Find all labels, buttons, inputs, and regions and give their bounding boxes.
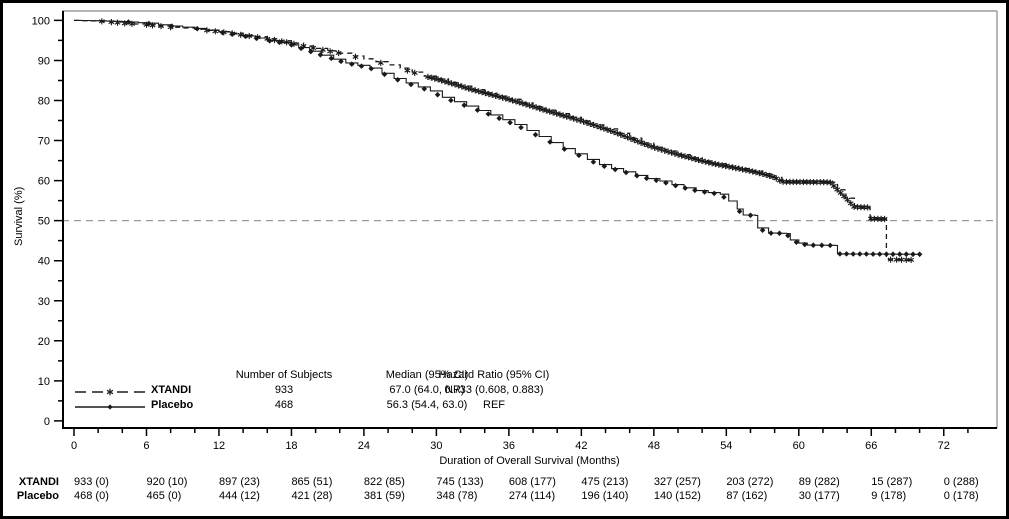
y-tick-label: 10 xyxy=(38,376,50,388)
xtandi-at-risk-value: 897 (23) xyxy=(218,476,260,488)
y-tick-label: 100 xyxy=(32,15,50,27)
y-axis-title: Survival (%) xyxy=(13,186,25,246)
placebo-at-risk-value: 30 (177) xyxy=(798,490,840,502)
x-tick-label: 0 xyxy=(71,440,77,452)
x-tick-label: 24 xyxy=(358,440,370,452)
xtandi-at-risk-value: 865 (51) xyxy=(291,476,333,488)
y-tick-label: 20 xyxy=(38,336,50,348)
placebo-at-risk-value: 468 (0) xyxy=(74,490,109,502)
placebo-at-risk-value: 196 (140) xyxy=(581,490,629,502)
y-tick-marks xyxy=(54,19,62,422)
legend-series-placebo: Placebo xyxy=(151,399,194,411)
placebo-at-risk-value: 465 (0) xyxy=(146,490,182,502)
xtandi-at-risk-value: 822 (85) xyxy=(363,476,405,488)
x-tick-label: 12 xyxy=(213,440,225,452)
legend-header-subjects: Number of Subjects xyxy=(235,369,333,381)
y-tick-label: 30 xyxy=(38,296,50,308)
y-tick-label: 90 xyxy=(38,55,50,67)
xtandi-at-risk-value: 0 (288) xyxy=(943,476,979,488)
x-tick-label: 30 xyxy=(430,440,442,452)
y-tick-label: 80 xyxy=(38,96,50,108)
legend-header-median: Median (95% CI) xyxy=(385,369,469,381)
x-tick-label: 42 xyxy=(575,440,587,452)
legend-series-xtandi: XTANDI xyxy=(151,384,192,396)
legend-header-hazard: Hazard Ratio (95% CI) xyxy=(438,369,550,381)
xtandi-at-risk-value: 920 (10) xyxy=(146,476,188,488)
placebo-at-risk-value: 421 (28) xyxy=(291,490,333,502)
y-tick-label: 60 xyxy=(38,176,50,188)
xtandi-at-risk-value: 15 (287) xyxy=(871,476,913,488)
x-tick-label: 72 xyxy=(938,440,950,452)
placebo-censor-marks xyxy=(125,19,923,258)
xtandi-at-risk-value: 745 (133) xyxy=(436,476,484,488)
placebo-at-risk-value: 9 (178) xyxy=(871,490,907,502)
x-tick-label: 36 xyxy=(503,440,515,452)
placebo-at-risk-value: 348 (78) xyxy=(436,490,478,502)
placebo-survival-curve xyxy=(74,19,921,255)
y-tick-label: 70 xyxy=(38,136,50,148)
placebo-line-sample-icon xyxy=(75,404,145,410)
y-tick-label: 0 xyxy=(44,416,50,428)
xtandi-n-subjects: 933 xyxy=(274,384,294,396)
x-tick-label: 18 xyxy=(285,440,297,452)
xtandi-line-sample-icon xyxy=(75,388,145,396)
xtandi-hazard-ratio: 0.733 (0.608, 0.883) xyxy=(444,384,544,396)
xtandi-median: 67.0 (64.0, NR) xyxy=(389,384,465,396)
xtandi-at-risk-value: 608 (177) xyxy=(508,476,556,488)
plot-frame xyxy=(62,10,998,428)
placebo-n-subjects: 468 xyxy=(274,399,294,411)
survival-plot: 0 10 20 30 40 50 60 70 80 90 100 0 6 12 18 24 30 36 42 48 54… xyxy=(32,10,998,452)
placebo-hazard-ratio: REF xyxy=(483,399,505,411)
x-tick-label: 48 xyxy=(648,440,660,452)
xtandi-censor-marks xyxy=(98,18,915,263)
y-tick-label: 50 xyxy=(38,216,50,228)
x-tick-label: 60 xyxy=(793,440,805,452)
xtandi-at-risk-value: 203 (272) xyxy=(726,476,774,488)
xtandi-at-risk-value: 933 (0) xyxy=(74,476,109,488)
placebo-median: 56.3 (54.4, 63.0) xyxy=(386,399,468,411)
x-tick-label: 66 xyxy=(865,440,877,452)
xtandi-at-risk-value: 475 (213) xyxy=(581,476,629,488)
xtandi-survival-curve xyxy=(74,19,914,261)
y-tick-label: 40 xyxy=(38,256,50,268)
placebo-at-risk-value: 381 (59) xyxy=(363,490,405,502)
placebo-at-risk-value: 274 (114) xyxy=(508,490,556,502)
x-tick-marks xyxy=(73,428,969,436)
placebo-at-risk-value: 0 (178) xyxy=(943,490,979,502)
placebo-at-risk-value: 87 (162) xyxy=(726,490,768,502)
xtandi-at-risk-value: 327 (257) xyxy=(653,476,701,488)
x-tick-label: 54 xyxy=(720,440,732,452)
placebo-at-risk-value: 444 (12) xyxy=(218,490,260,502)
placebo-at-risk-value: 140 (152) xyxy=(653,490,701,502)
xtandi-at-risk-value: 89 (282) xyxy=(798,476,840,488)
x-tick-label: 6 xyxy=(143,440,149,452)
x-axis-title: Duration of Overall Survival (Months) xyxy=(439,455,620,467)
at-risk-label-xtandi: XTANDI xyxy=(18,476,59,488)
at-risk-label-placebo: Placebo xyxy=(16,490,59,502)
